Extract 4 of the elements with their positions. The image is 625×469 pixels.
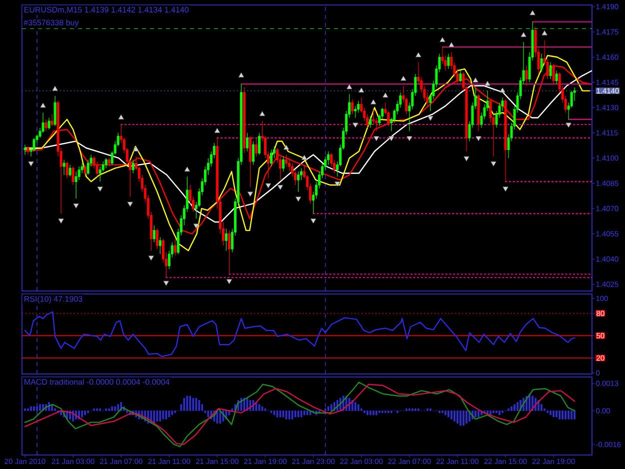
ref-line-label: #35576338 buy [24, 19, 79, 27]
chart-title: MACD traditional -0.0000 0.0004 -0.0004 [24, 378, 170, 385]
chart-title: RSI(10) 47.1903 [24, 296, 82, 304]
chart-title: EURUSDm,M15 1.4139 1.4142 1.4134 1.4140 [24, 6, 189, 14]
